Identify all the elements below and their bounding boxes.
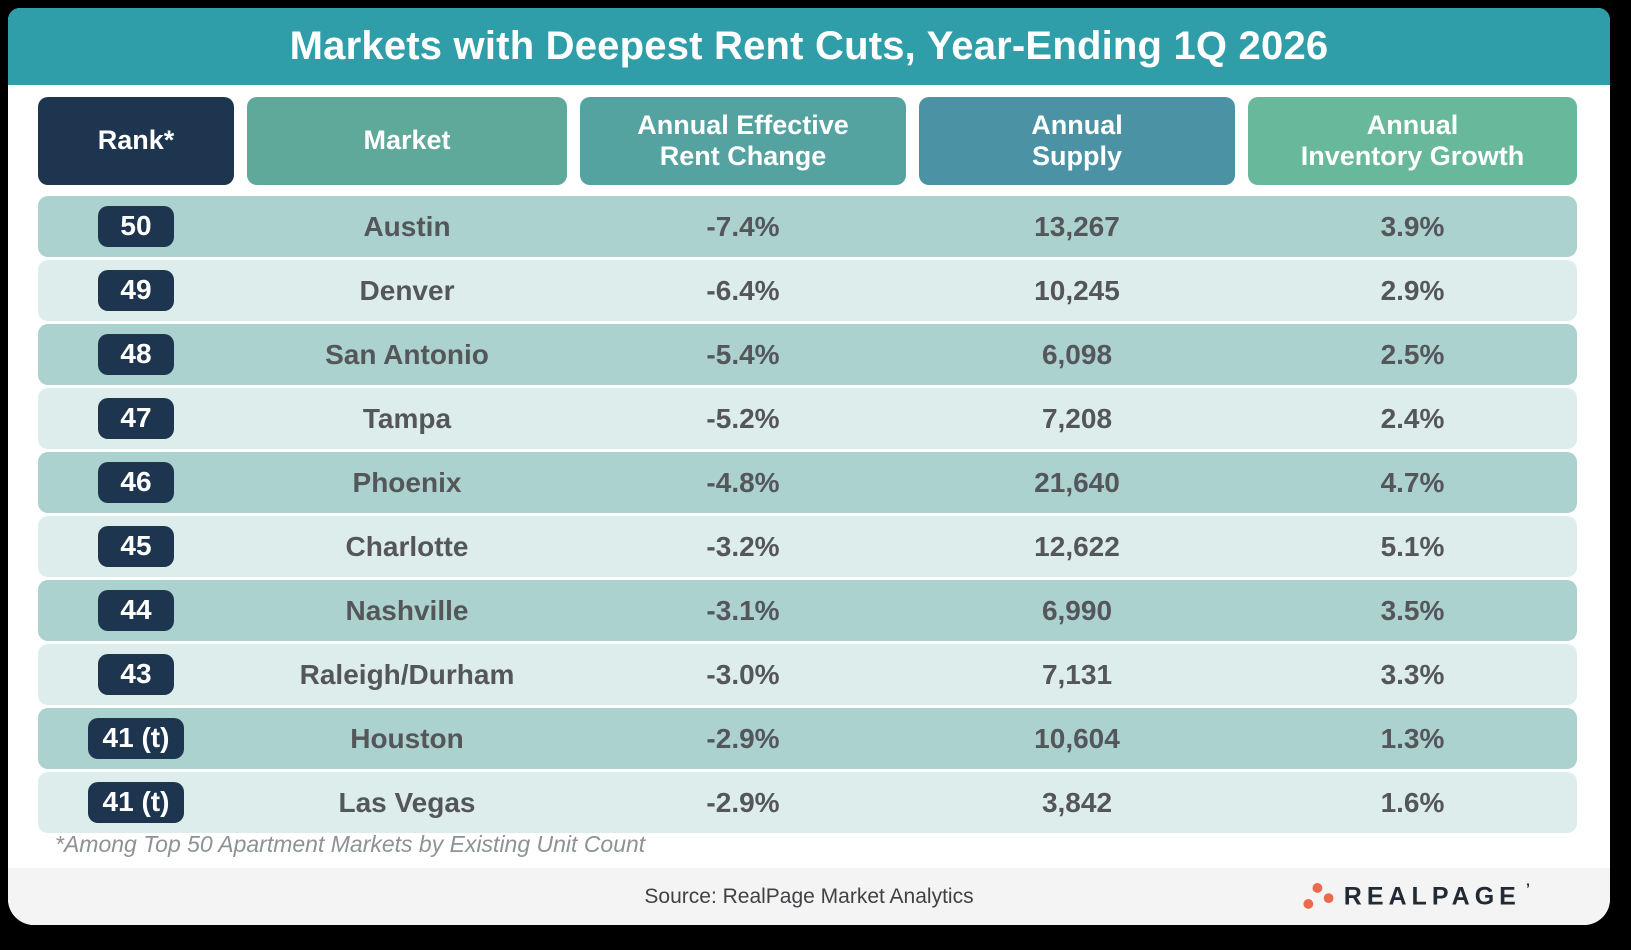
table-row: 49 Denver -6.4% 10,245 2.9%: [38, 260, 1577, 321]
column-header-rank: Rank*: [38, 97, 234, 185]
rank-badge: 50: [98, 205, 174, 248]
table-row: 43 Raleigh/Durham -3.0% 7,131 3.3%: [38, 644, 1577, 705]
rent-change-cell: -3.1%: [706, 594, 780, 626]
trademark-tick: ’: [1525, 880, 1530, 897]
supply-cell: 3,842: [1041, 786, 1113, 818]
inventory-growth-cell: 2.4%: [1380, 402, 1445, 434]
table-row: 47 Tampa -5.2% 7,208 2.4%: [38, 388, 1577, 449]
inventory-growth-cell: 1.3%: [1380, 722, 1445, 754]
rent-change-cell: -2.9%: [706, 786, 780, 818]
inventory-growth-cell: 5.1%: [1380, 530, 1445, 562]
supply-cell: 10,245: [1034, 274, 1120, 306]
supply-cell: 6,098: [1041, 338, 1113, 370]
table-body: 50 Austin -7.4% 13,267 3.9% 49 Denver -6.4% 10,2…: [38, 196, 1577, 833]
rank-badge: 41 (t): [87, 717, 185, 760]
rent-change-cell: -4.8%: [706, 466, 780, 498]
rank-badge: 45: [98, 525, 174, 568]
rent-change-cell: -5.4%: [706, 338, 780, 370]
rank-cell: 46: [38, 461, 234, 504]
rank-badge: 47: [98, 397, 174, 440]
rank-cell: 47: [38, 397, 234, 440]
column-header-supply: Annual Supply: [919, 97, 1235, 185]
market-cell: Tampa: [362, 402, 452, 434]
rank-cell: 44: [38, 589, 234, 632]
supply-cell: 6,990: [1041, 594, 1113, 626]
table-row: 46 Phoenix -4.8% 21,640 4.7%: [38, 452, 1577, 513]
rank-cell: 49: [38, 269, 234, 312]
rank-badge: 48: [98, 333, 174, 376]
supply-cell: 21,640: [1034, 466, 1120, 498]
table-row: 44 Nashville -3.1% 6,990 3.5%: [38, 580, 1577, 641]
rent-cuts-table: Rank* Market Annual Effective Rent Change A…: [8, 85, 1610, 833]
rent-change-cell: -2.9%: [706, 722, 780, 754]
supply-cell: 7,131: [1041, 658, 1113, 690]
realpage-logo: REALPAGE ’: [1303, 880, 1530, 911]
supply-cell: 13,267: [1034, 210, 1120, 242]
market-cell: Charlotte: [345, 530, 469, 562]
table-row: 41 (t) Houston -2.9% 10,604 1.3%: [38, 708, 1577, 769]
column-header-rent-change: Annual Effective Rent Change: [580, 97, 906, 185]
market-cell: San Antonio: [325, 338, 489, 370]
rank-badge: 41 (t): [87, 781, 185, 824]
rent-change-cell: -7.4%: [706, 210, 780, 242]
footnote: *Among Top 50 Apartment Markets by Exist…: [55, 831, 646, 857]
rank-cell: 41 (t): [38, 781, 234, 824]
supply-cell: 10,604: [1034, 722, 1120, 754]
rank-badge: 44: [98, 589, 174, 632]
column-header-market: Market: [247, 97, 567, 185]
table-header-row: Rank* Market Annual Effective Rent Change A…: [38, 97, 1577, 185]
rent-change-cell: -3.2%: [706, 530, 780, 562]
rank-cell: 50: [38, 205, 234, 248]
table-row: 50 Austin -7.4% 13,267 3.9%: [38, 196, 1577, 257]
rank-badge: 43: [98, 653, 174, 696]
realpage-wordmark: REALPAGE: [1343, 882, 1521, 910]
inventory-growth-cell: 3.9%: [1380, 210, 1445, 242]
inventory-growth-cell: 2.9%: [1380, 274, 1445, 306]
footer-bar: Source: RealPage Market Analytics REALPA…: [8, 868, 1610, 925]
market-cell: Phoenix: [352, 466, 462, 498]
inventory-growth-cell: 3.5%: [1380, 594, 1445, 626]
source-text: Source: RealPage Market Analytics: [644, 884, 974, 908]
title-bar: Markets with Deepest Rent Cuts, Year-End…: [8, 8, 1610, 85]
rank-badge: 49: [98, 269, 174, 312]
table-row: 41 (t) Las Vegas -2.9% 3,842 1.6%: [38, 772, 1577, 833]
infographic-card: Markets with Deepest Rent Cuts, Year-End…: [8, 8, 1610, 925]
table-row: 45 Charlotte -3.2% 12,622 5.1%: [38, 516, 1577, 577]
rank-cell: 45: [38, 525, 234, 568]
market-cell: Denver: [359, 274, 455, 306]
page-title: Markets with Deepest Rent Cuts, Year-End…: [289, 24, 1329, 68]
market-cell: Raleigh/Durham: [299, 658, 515, 690]
market-cell: Austin: [363, 210, 451, 242]
market-cell: Nashville: [345, 594, 469, 626]
market-cell: Houston: [350, 722, 464, 754]
realpage-dots-icon: [1303, 883, 1335, 911]
supply-cell: 7,208: [1041, 402, 1113, 434]
rent-change-cell: -6.4%: [706, 274, 780, 306]
rank-cell: 48: [38, 333, 234, 376]
rank-badge: 46: [98, 461, 174, 504]
inventory-growth-cell: 4.7%: [1380, 466, 1445, 498]
table-row: 48 San Antonio -5.4% 6,098 2.5%: [38, 324, 1577, 385]
supply-cell: 12,622: [1034, 530, 1120, 562]
rank-cell: 41 (t): [38, 717, 234, 760]
rent-change-cell: -5.2%: [706, 402, 780, 434]
market-cell: Las Vegas: [338, 786, 476, 818]
rank-cell: 43: [38, 653, 234, 696]
rent-change-cell: -3.0%: [706, 658, 780, 690]
inventory-growth-cell: 3.3%: [1380, 658, 1445, 690]
inventory-growth-cell: 2.5%: [1380, 338, 1445, 370]
column-header-inventory-growth: Annual Inventory Growth: [1248, 97, 1577, 185]
inventory-growth-cell: 1.6%: [1380, 786, 1445, 818]
